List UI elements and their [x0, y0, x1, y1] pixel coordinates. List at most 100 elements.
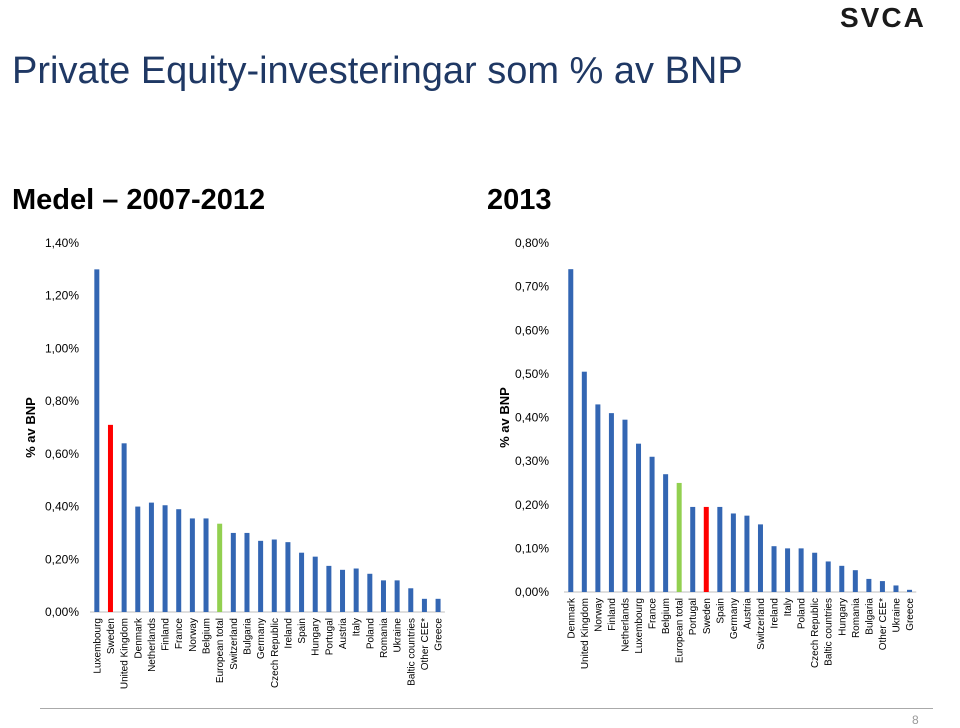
bar — [649, 456, 655, 592]
category-label: Denmark — [133, 617, 144, 659]
category-label: Germany — [729, 598, 740, 639]
bar — [595, 404, 601, 592]
bar — [271, 539, 277, 612]
bar — [771, 546, 777, 592]
category-label: Ireland — [770, 598, 781, 629]
bar — [785, 548, 791, 592]
bar — [135, 506, 141, 612]
category-label: Belgium — [202, 618, 213, 654]
bar — [798, 548, 804, 592]
svca-logo: SVCA — [840, 4, 924, 30]
category-label: Baltic countries — [406, 618, 417, 686]
y-axis-label: % av BNP — [23, 397, 38, 458]
y-axis-label: % av BNP — [497, 387, 512, 448]
y-tick-label: 0,40% — [45, 500, 79, 514]
bar — [730, 513, 736, 592]
category-label: Portugal — [688, 598, 699, 635]
category-label: Sweden — [702, 598, 713, 634]
category-label: Netherlands — [147, 618, 158, 672]
category-label: Bulgaria — [864, 598, 875, 635]
bar — [879, 581, 885, 592]
y-tick-label: 1,40% — [45, 236, 79, 250]
category-label: Czech Republic — [810, 598, 821, 668]
bar — [326, 565, 332, 612]
category-label: Other CEE* — [878, 598, 889, 650]
chart-left-title: Medel – 2007-2012 — [12, 184, 266, 216]
y-tick-label: 0,00% — [45, 605, 79, 619]
bar — [852, 570, 858, 592]
category-label: Norway — [593, 598, 604, 632]
category-label: Poland — [365, 618, 376, 649]
category-label: Austria — [338, 618, 349, 650]
bar — [757, 524, 763, 592]
category-label: Luxembourg — [92, 618, 103, 674]
bar — [107, 424, 113, 612]
bar — [717, 506, 723, 592]
category-label: Switzerland — [756, 598, 767, 650]
category-label: Denmark — [566, 597, 577, 639]
bar — [421, 598, 427, 612]
category-label: European total — [675, 598, 686, 663]
y-tick-label: 1,20% — [45, 289, 79, 303]
category-label: Hungary — [837, 598, 848, 636]
bar — [340, 569, 346, 612]
category-label: Italy — [783, 598, 794, 616]
y-tick-label: 0,60% — [515, 323, 549, 337]
category-label: Hungary — [311, 618, 322, 656]
bar — [230, 532, 236, 612]
bar — [581, 371, 587, 592]
category-label: Greece — [434, 618, 445, 651]
bar — [893, 585, 899, 592]
bar — [866, 578, 872, 592]
bar — [367, 573, 373, 612]
y-tick-label: 0,40% — [515, 411, 549, 425]
bar — [380, 580, 386, 612]
y-tick-label: 0,80% — [45, 394, 79, 408]
chart-right-title: 2013 — [487, 184, 552, 216]
y-tick-label: 0,10% — [515, 541, 549, 555]
category-label: European total — [215, 618, 226, 683]
y-tick-label: 0,60% — [45, 447, 79, 461]
bar — [299, 552, 305, 612]
bar — [608, 413, 614, 592]
category-label: Austria — [742, 598, 753, 630]
bar — [189, 518, 195, 612]
bar — [622, 419, 628, 592]
bar — [690, 506, 696, 592]
y-tick-label: 0,20% — [45, 552, 79, 566]
page-number: 8 — [912, 713, 919, 727]
bar — [435, 598, 441, 612]
category-label: Bulgaria — [242, 618, 253, 655]
bar — [312, 556, 318, 612]
bar — [676, 482, 682, 592]
bar — [825, 561, 831, 592]
category-label: Switzerland — [229, 618, 240, 670]
category-label: United Kingdom — [120, 618, 131, 689]
bar — [408, 588, 414, 612]
category-label: Luxembourg — [634, 598, 645, 654]
bar — [162, 505, 168, 612]
bar — [812, 552, 818, 592]
bar — [353, 568, 359, 612]
footer-divider — [40, 708, 933, 709]
bar — [568, 269, 574, 592]
y-tick-label: 0,80% — [515, 236, 549, 250]
page-title: Private Equity-investeringar som % av BN… — [12, 50, 743, 92]
category-label: Spain — [297, 618, 308, 644]
bar — [636, 443, 642, 592]
category-label: Spain — [715, 598, 726, 624]
category-label: France — [174, 618, 185, 650]
bar — [258, 540, 264, 612]
y-tick-label: 0,30% — [515, 454, 549, 468]
category-label: Romania — [379, 618, 390, 658]
bar — [94, 269, 100, 612]
bar — [121, 443, 127, 612]
bar — [217, 523, 223, 612]
category-label: United Kingdom — [580, 598, 591, 669]
category-label: Germany — [256, 618, 267, 659]
category-label: Finland — [607, 598, 618, 631]
y-tick-label: 0,70% — [515, 280, 549, 294]
category-label: Portugal — [324, 618, 335, 655]
